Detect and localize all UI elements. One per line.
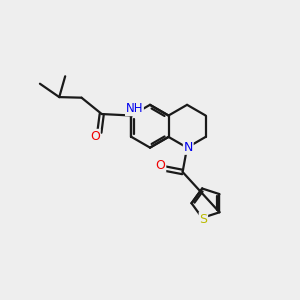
Text: N: N	[184, 141, 193, 154]
Text: O: O	[90, 130, 100, 142]
Text: S: S	[200, 213, 207, 226]
Text: NH: NH	[126, 103, 143, 116]
Text: O: O	[156, 159, 166, 172]
